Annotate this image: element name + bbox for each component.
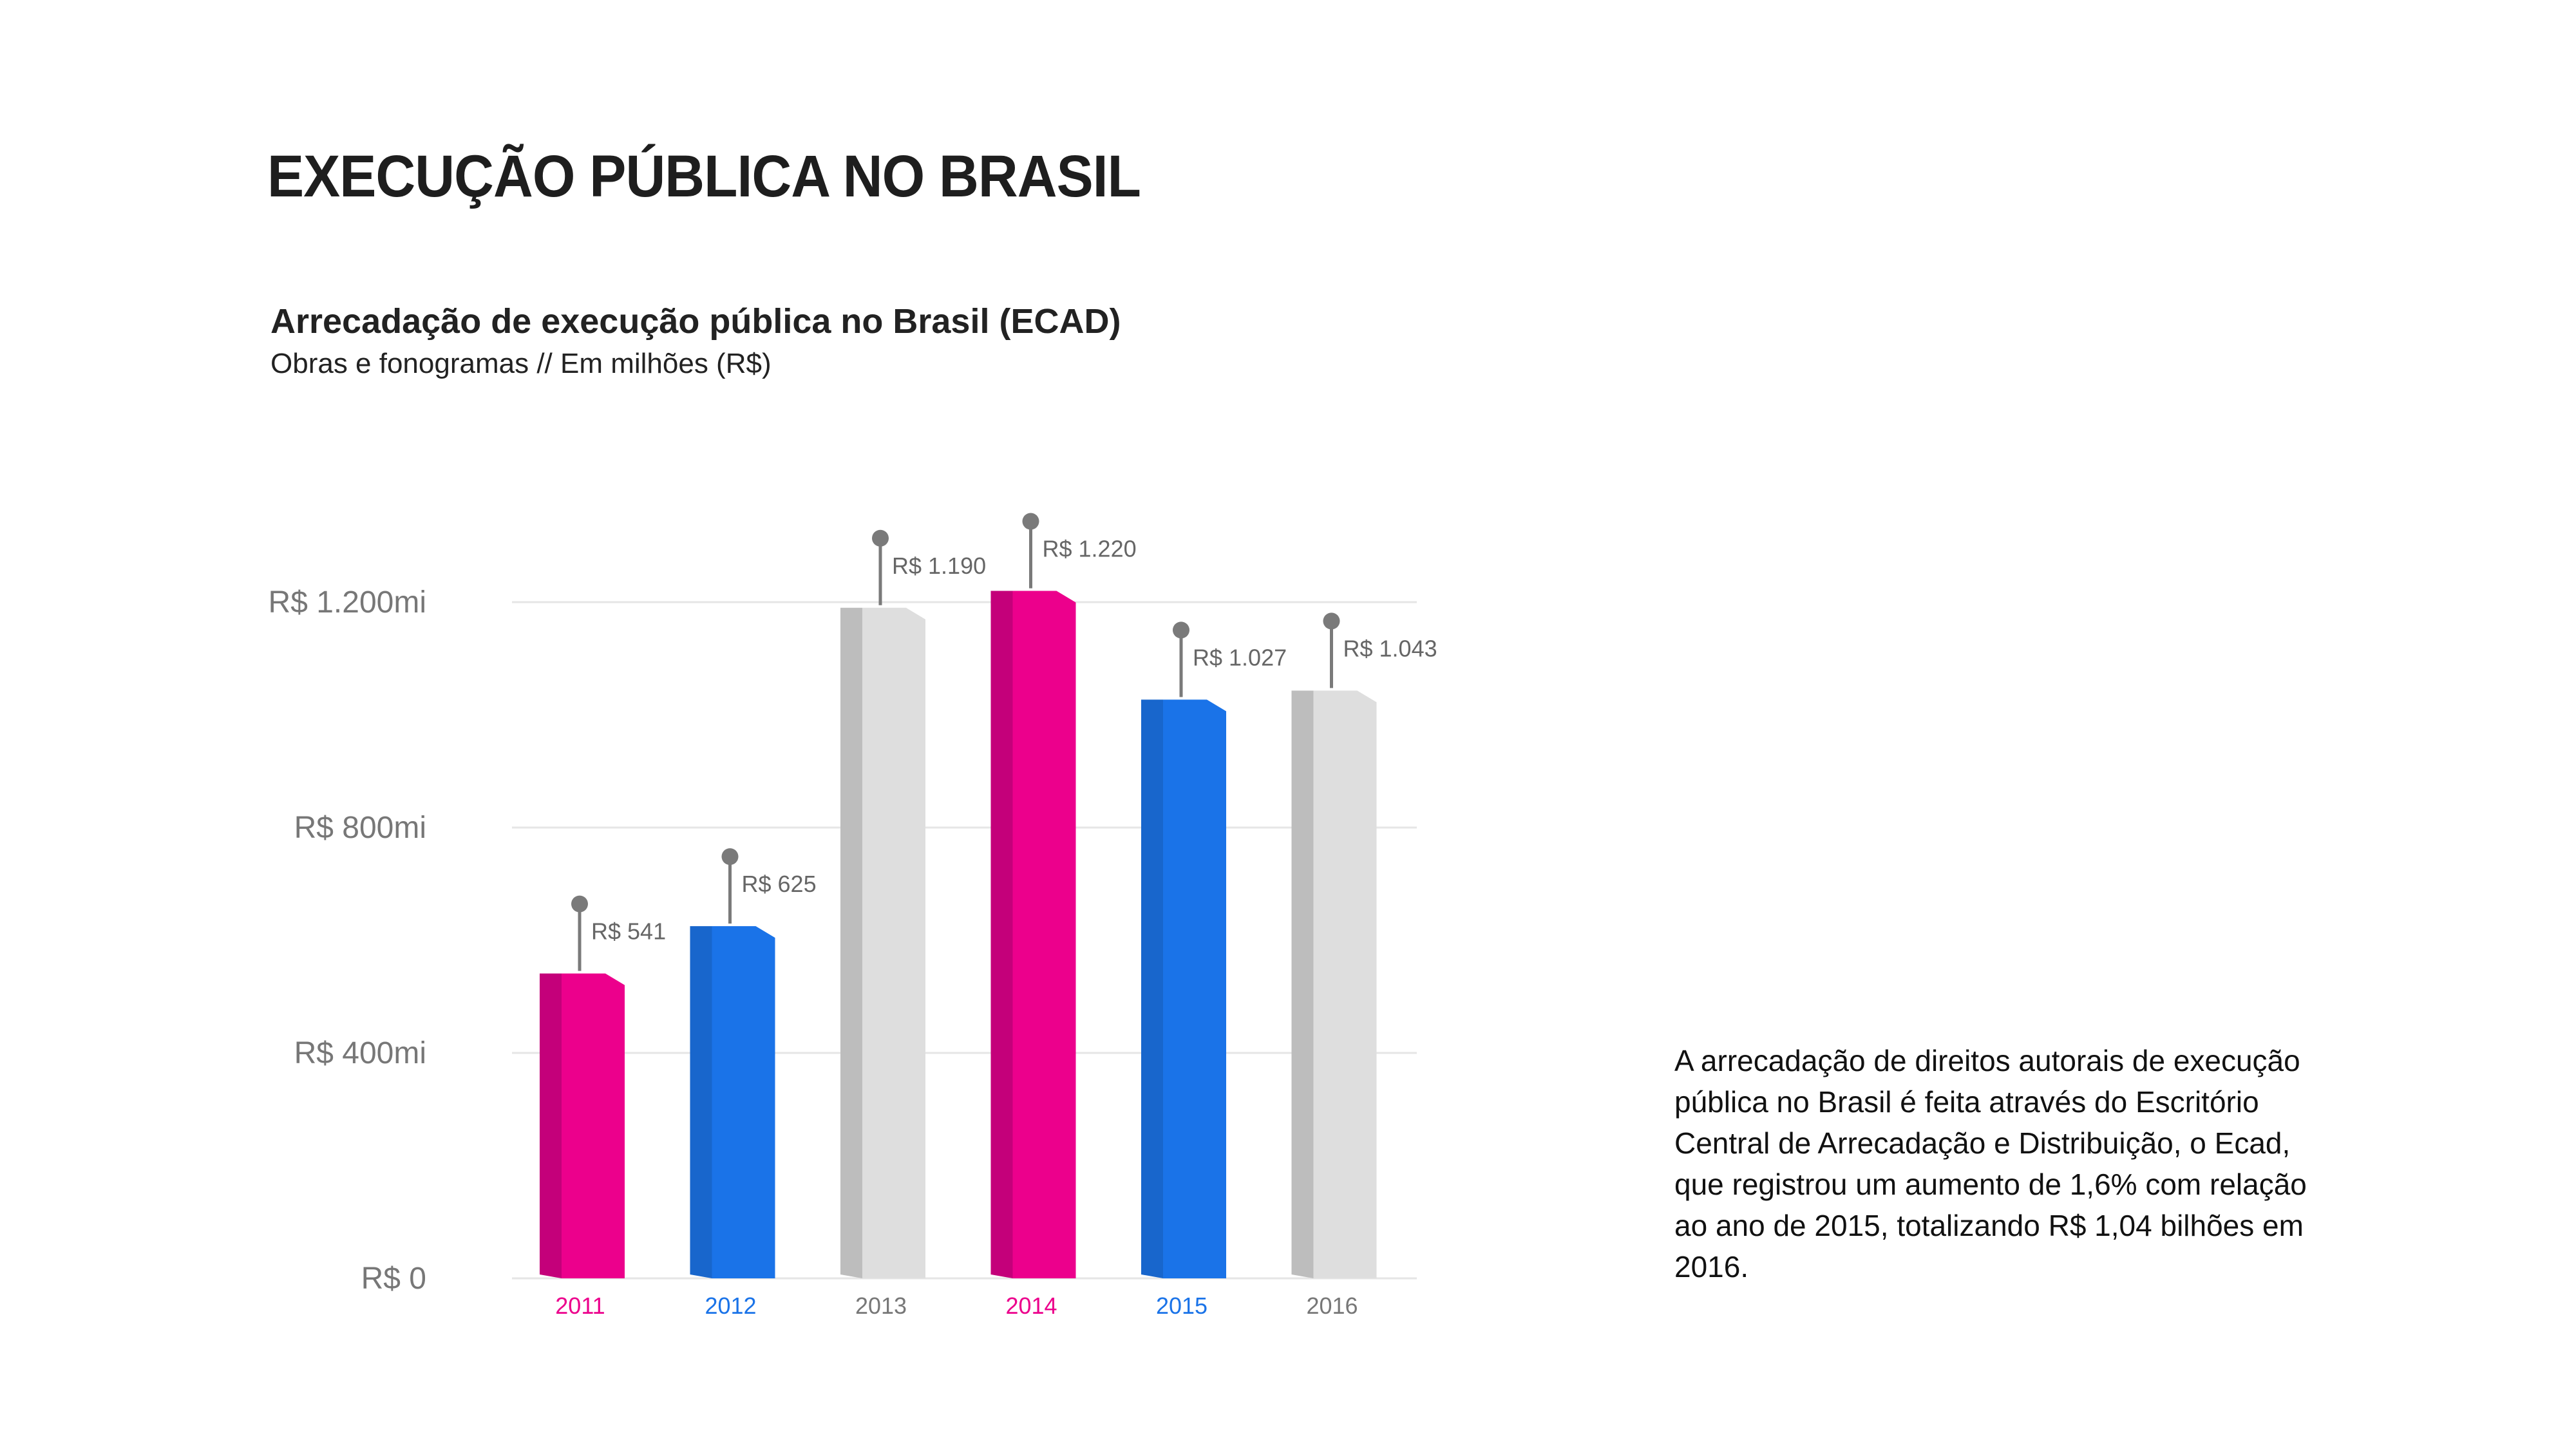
chart-gridlines xyxy=(512,601,1417,1280)
description-paragraph: A arrecadação de direitos autorais de ex… xyxy=(1674,1044,2307,1283)
bar-front-face xyxy=(1291,690,1377,1278)
value-pin-head xyxy=(1022,513,1039,530)
data-label: R$ 625 xyxy=(742,871,817,897)
y-tick-label: R$ 800mi xyxy=(294,811,426,845)
value-pin-head xyxy=(1173,621,1189,639)
chart-subtitle: Obras e fonogramas // Em milhões (R$) xyxy=(270,348,772,379)
y-axis: R$ 0 R$ 400mi R$ 800mi R$ 1.200mi xyxy=(269,585,426,1296)
y-tick-label: R$ 0 xyxy=(361,1262,426,1296)
bar: R$ 625 xyxy=(690,848,817,1278)
bar: R$ 1.027 xyxy=(1141,621,1287,1278)
x-tick-label: 2016 xyxy=(1306,1293,1358,1319)
bar-side-face xyxy=(990,591,1013,1278)
bar: R$ 1.190 xyxy=(840,529,986,1278)
bar-front-face xyxy=(1141,699,1226,1278)
bar-side-face xyxy=(540,973,562,1278)
value-pin-head xyxy=(571,895,588,913)
bar-side-face xyxy=(840,607,862,1278)
x-tick-label: 2011 xyxy=(555,1293,605,1319)
value-pin-head xyxy=(1323,612,1340,630)
data-label: R$ 1.190 xyxy=(892,553,986,579)
x-tick-label: 2014 xyxy=(1005,1293,1057,1319)
page-title: EXECUÇÃO PÚBLICA NO BRASIL xyxy=(267,144,1141,209)
bar: R$ 1.220 xyxy=(990,513,1137,1278)
x-tick-label: 2013 xyxy=(855,1293,907,1319)
bar-side-face xyxy=(1141,699,1163,1278)
bar-front-face xyxy=(690,926,775,1278)
data-label: R$ 1.043 xyxy=(1343,635,1437,661)
x-tick-label: 2015 xyxy=(1156,1293,1208,1319)
chart-title: Arrecadação de execução pública no Brasi… xyxy=(270,302,1121,341)
chart-bars: R$ 541 R$ 625 R$ 1.190 R$ 1.220 R$ 1.027 R$ 1… xyxy=(540,513,1437,1278)
bar: R$ 1.043 xyxy=(1291,612,1437,1278)
x-axis: 2011 2012 2013 2014 2015 2016 xyxy=(555,1293,1358,1319)
x-tick-label: 2012 xyxy=(705,1293,756,1319)
bar-front-face xyxy=(540,973,625,1278)
value-pin-head xyxy=(721,848,739,866)
data-label: R$ 1.027 xyxy=(1193,644,1287,670)
y-tick-label: R$ 1.200mi xyxy=(269,585,426,620)
bar-front-face xyxy=(840,607,925,1278)
bar: R$ 541 xyxy=(540,895,666,1278)
y-tick-label: R$ 400mi xyxy=(294,1036,426,1070)
data-label: R$ 541 xyxy=(591,918,666,945)
bar-side-face xyxy=(690,926,712,1278)
value-pin-head xyxy=(872,529,889,547)
data-label: R$ 1.220 xyxy=(1043,536,1137,562)
bar-front-face xyxy=(990,591,1076,1278)
bar-side-face xyxy=(1291,690,1314,1278)
